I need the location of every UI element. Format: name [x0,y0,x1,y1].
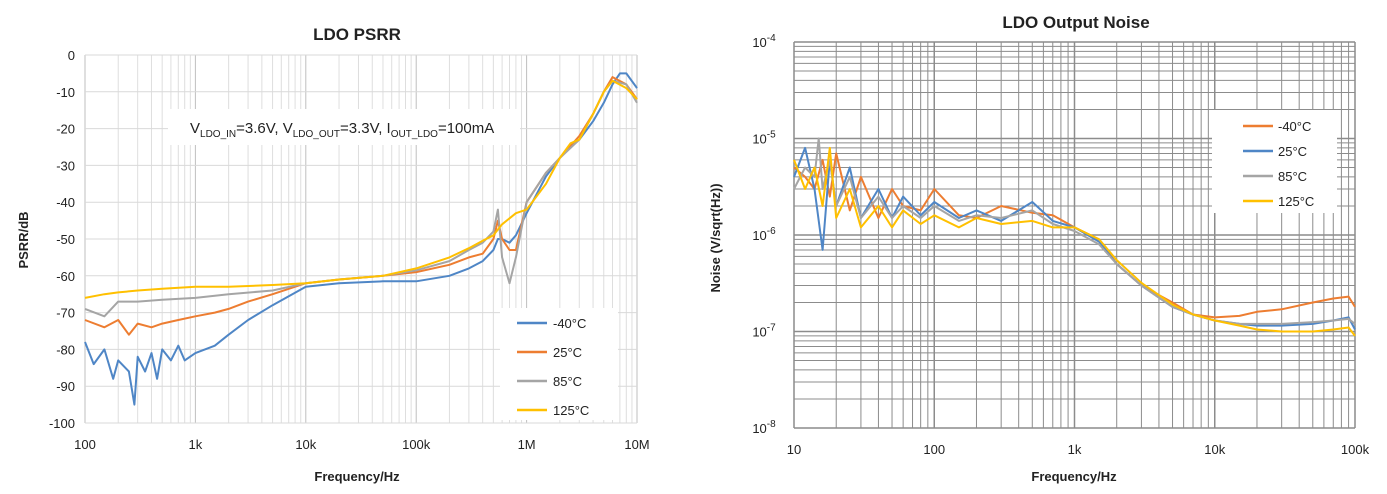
psrr-y-tick-label: -40 [56,195,75,210]
noise-y-tick-label: 10-6 [752,226,776,243]
psrr-series-line [84,76,638,336]
noise-x-tick-label: 10 [787,442,801,457]
psrr-legend-bg [500,308,618,420]
psrr-x-tick-label: 100 [74,437,96,452]
noise-y-tick-label: 10-7 [752,323,776,340]
psrr-annotation-box: VLDO_IN=3.6V, VLDO_OUT=3.3V, IOUT_LDO=10… [168,109,520,145]
psrr-y-tick-label: -10 [56,85,75,100]
psrr-annotation: VLDO_IN=3.6V, VLDO_OUT=3.3V, IOUT_LDO=10… [190,120,494,140]
noise-legend-label: 85°C [1278,169,1307,184]
psrr-legend-label: -40°C [553,316,586,331]
psrr-tick-labels: 0 -10 -20 -30 -40 -50 -60 -70 -80 -90 -100 100 1k 10k… [49,48,650,452]
psrr-y-tick-label: -30 [56,158,75,173]
psrr-y-tick-label: -50 [56,232,75,247]
noise-legend: -40°C 25°C 85°C 125°C [1212,110,1337,213]
psrr-legend-label: 25°C [553,345,582,360]
psrr-legend-label: 125°C [553,403,589,418]
psrr-chart: LDO PSRR Frequency/Hz PSRR/dB 0 -10 -20 -30… [16,25,650,484]
noise-tick-labels: 10-4 10-5 10-6 10-7 10-8 10 100 1k 10k 100k [752,33,1369,457]
noise-grid [793,41,1356,429]
noise-chart: LDO Output Noise Frequency/Hz Noise (V/s… [708,13,1370,484]
noise-legend-bg [1212,110,1337,213]
noise-series-lines [793,137,1356,337]
noise-x-tick-label: 100 [923,442,945,457]
psrr-y-axis-label: PSRR/dB [16,211,31,268]
psrr-y-tick-label: -80 [56,342,75,357]
psrr-y-tick-label: -100 [49,416,75,431]
noise-x-tick-label: 10k [1204,442,1225,457]
psrr-x-tick-label: 1k [189,437,203,452]
psrr-y-tick-label: -70 [56,306,75,321]
noise-y-axis-label: Noise (V/sqrt(Hz)) [708,183,723,292]
psrr-series-line [84,79,638,299]
psrr-y-tick-label: -20 [56,122,75,137]
noise-legend-label: -40°C [1278,119,1311,134]
psrr-series-lines [84,72,638,406]
psrr-x-tick-label: 10M [624,437,649,452]
psrr-x-tick-label: 100k [402,437,431,452]
noise-y-tick-label: 10-5 [752,130,776,147]
psrr-legend-label: 85°C [553,374,582,389]
noise-series-line [793,146,1356,337]
noise-series-line [793,152,1356,319]
psrr-y-tick-label: 0 [68,48,75,63]
noise-legend-label: 25°C [1278,144,1307,159]
noise-x-tick-label: 1k [1068,442,1082,457]
psrr-annotation-bg [168,109,520,145]
psrr-x-tick-label: 10k [295,437,316,452]
psrr-y-tick-label: -90 [56,379,75,394]
noise-x-tick-label: 100k [1341,442,1370,457]
psrr-x-axis-label: Frequency/Hz [314,469,400,484]
psrr-x-tick-label: 1M [518,437,536,452]
noise-y-tick-label: 10-4 [752,33,776,50]
psrr-chart-title: LDO PSRR [313,25,401,44]
psrr-y-tick-label: -60 [56,269,75,284]
noise-legend-label: 125°C [1278,194,1314,209]
noise-y-tick-label: 10-8 [752,419,776,436]
psrr-legend: -40°C 25°C 85°C 125°C [500,308,618,420]
noise-chart-title: LDO Output Noise [1002,13,1149,32]
noise-x-axis-label: Frequency/Hz [1031,469,1117,484]
